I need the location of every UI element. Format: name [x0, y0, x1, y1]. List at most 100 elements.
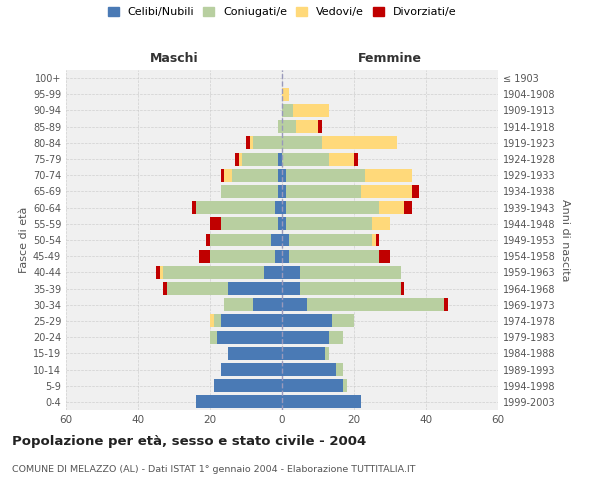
Bar [160, 266, 163, 279]
Bar [163, 282, 167, 295]
Bar [372, 218, 390, 230]
Bar [282, 185, 286, 198]
Bar [246, 136, 250, 149]
Bar [253, 298, 282, 311]
Bar [239, 152, 242, 166]
Bar [264, 266, 282, 279]
Bar [282, 169, 286, 181]
Bar [372, 234, 376, 246]
Bar [296, 120, 318, 133]
Bar [253, 136, 282, 149]
Bar [278, 120, 282, 133]
Text: Maschi: Maschi [149, 52, 199, 65]
Bar [286, 185, 361, 198]
Bar [361, 185, 412, 198]
Bar [232, 169, 278, 181]
Bar [286, 218, 372, 230]
Bar [282, 282, 300, 295]
Bar [192, 201, 196, 214]
Bar [242, 152, 278, 166]
Bar [210, 234, 271, 246]
Bar [289, 234, 372, 246]
Y-axis label: Anni di nascita: Anni di nascita [560, 198, 570, 281]
Bar [278, 218, 282, 230]
Bar [318, 120, 322, 133]
Bar [343, 379, 347, 392]
Bar [275, 201, 282, 214]
Bar [167, 282, 228, 295]
Bar [332, 314, 354, 328]
Bar [379, 201, 404, 214]
Bar [282, 218, 286, 230]
Bar [278, 152, 282, 166]
Bar [206, 234, 210, 246]
Bar [401, 282, 404, 295]
Bar [282, 201, 286, 214]
Bar [282, 136, 322, 149]
Bar [210, 218, 221, 230]
Bar [293, 104, 329, 117]
Bar [329, 152, 354, 166]
Bar [379, 250, 390, 262]
Bar [282, 266, 300, 279]
Bar [196, 201, 275, 214]
Bar [224, 169, 232, 181]
Bar [214, 379, 282, 392]
Bar [278, 169, 282, 181]
Bar [228, 347, 282, 360]
Bar [289, 250, 379, 262]
Bar [329, 330, 343, 344]
Bar [282, 250, 289, 262]
Bar [210, 250, 275, 262]
Bar [228, 282, 282, 295]
Legend: Celibi/Nubili, Coniugati/e, Vedovi/e, Divorziati/e: Celibi/Nubili, Coniugati/e, Vedovi/e, Di… [103, 2, 461, 22]
Bar [307, 298, 444, 311]
Bar [282, 363, 336, 376]
Bar [354, 152, 358, 166]
Bar [271, 234, 282, 246]
Bar [275, 250, 282, 262]
Bar [300, 266, 401, 279]
Bar [282, 104, 293, 117]
Bar [376, 234, 379, 246]
Bar [322, 136, 397, 149]
Bar [444, 298, 448, 311]
Bar [199, 250, 210, 262]
Bar [196, 396, 282, 408]
Bar [282, 314, 332, 328]
Bar [221, 314, 282, 328]
Bar [250, 136, 253, 149]
Bar [300, 282, 401, 295]
Bar [224, 298, 253, 311]
Bar [282, 152, 329, 166]
Text: Popolazione per età, sesso e stato civile - 2004: Popolazione per età, sesso e stato civil… [12, 435, 366, 448]
Bar [210, 330, 217, 344]
Bar [221, 169, 224, 181]
Y-axis label: Fasce di età: Fasce di età [19, 207, 29, 273]
Bar [282, 120, 296, 133]
Bar [221, 363, 282, 376]
Bar [282, 298, 307, 311]
Bar [365, 169, 412, 181]
Bar [235, 152, 239, 166]
Bar [412, 185, 419, 198]
Text: Femmine: Femmine [358, 52, 422, 65]
Bar [221, 218, 278, 230]
Bar [282, 234, 289, 246]
Bar [282, 330, 329, 344]
Bar [336, 363, 343, 376]
Bar [210, 314, 214, 328]
Text: COMUNE DI MELAZZO (AL) - Dati ISTAT 1° gennaio 2004 - Elaborazione TUTTITALIA.IT: COMUNE DI MELAZZO (AL) - Dati ISTAT 1° g… [12, 465, 415, 474]
Bar [282, 396, 361, 408]
Bar [325, 347, 329, 360]
Bar [286, 169, 365, 181]
Bar [163, 266, 264, 279]
Bar [278, 185, 282, 198]
Bar [282, 347, 325, 360]
Bar [156, 266, 160, 279]
Bar [217, 330, 282, 344]
Bar [221, 185, 278, 198]
Bar [404, 201, 412, 214]
Bar [282, 379, 343, 392]
Bar [214, 314, 221, 328]
